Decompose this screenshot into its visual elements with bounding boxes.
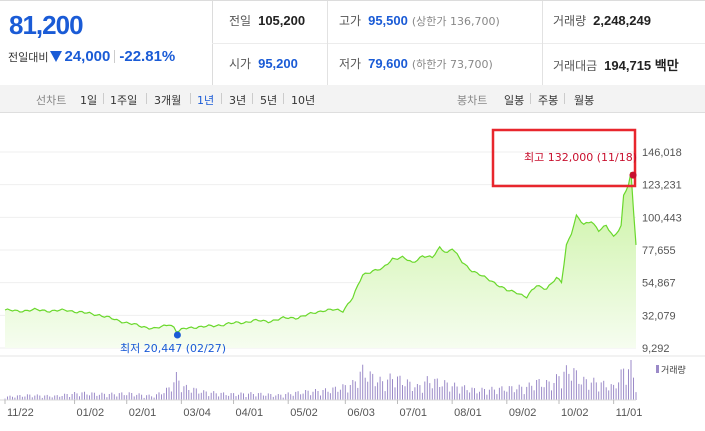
max-point bbox=[629, 171, 637, 179]
x-tick-label: 11/22 bbox=[7, 407, 34, 419]
period-1y-tab[interactable]: 1년 bbox=[197, 94, 215, 107]
prev-close: 전일 105,200 bbox=[229, 13, 306, 28]
divider bbox=[190, 93, 191, 104]
divider bbox=[114, 50, 116, 63]
divider bbox=[212, 43, 705, 44]
candle-weekly-tab[interactable]: 주봉 bbox=[538, 94, 559, 107]
line-chart-label: 선차트 bbox=[36, 94, 67, 107]
y-tick-label: 77,655 bbox=[642, 245, 676, 257]
quote-panel: 81,200 전일대비 24,000 -22.81% 전일 105,200 시가 95,… bbox=[0, 0, 705, 86]
candle-daily-tab[interactable]: 일봉 bbox=[504, 94, 525, 107]
low-price: 저가 79,600 (하한가 73,700) bbox=[339, 56, 493, 71]
x-tick-label: 04/01 bbox=[236, 407, 264, 419]
x-tick-label: 08/01 bbox=[454, 407, 482, 419]
change-amount: 24,000 bbox=[64, 48, 111, 65]
period-10y-tab[interactable]: 10년 bbox=[291, 94, 316, 107]
period-3m-tab[interactable]: 3개월 bbox=[154, 94, 182, 107]
price-area bbox=[5, 172, 636, 348]
divider bbox=[146, 93, 147, 104]
change-percent: -22.81% bbox=[119, 48, 176, 65]
open-price: 시가 95,200 bbox=[229, 56, 298, 71]
down-triangle-icon bbox=[50, 51, 63, 62]
chart-toolbar: 선차트 1일 1주일 3개월 1년 3년 5년 10년 봉차트 일봉 주봉 월봉 bbox=[0, 85, 705, 113]
volume-legend-label: 거래량 bbox=[661, 364, 686, 376]
divider bbox=[252, 93, 253, 104]
divider bbox=[327, 1, 328, 85]
period-1w-tab[interactable]: 1주일 bbox=[110, 94, 138, 107]
x-tick-label: 09/02 bbox=[509, 407, 537, 419]
x-tick-label: 11/01 bbox=[616, 407, 643, 419]
y-tick-label: 123,231 bbox=[642, 180, 682, 192]
period-1d-tab[interactable]: 1일 bbox=[80, 94, 98, 107]
divider bbox=[283, 93, 284, 104]
min-point bbox=[173, 331, 181, 339]
period-3y-tab[interactable]: 3년 bbox=[229, 94, 247, 107]
price-chart: 146,018 123,231 100,443 77,655 54,867 32,079 9… bbox=[0, 128, 705, 419]
divider bbox=[542, 1, 543, 85]
volume-legend-swatch bbox=[656, 365, 659, 373]
price-line bbox=[4, 171, 637, 333]
x-tick-label: 02/01 bbox=[129, 407, 157, 419]
price-box: 81,200 전일대비 24,000 -22.81% bbox=[0, 1, 213, 85]
x-tick-label: 06/03 bbox=[347, 407, 375, 419]
current-price: 81,200 bbox=[9, 10, 84, 40]
x-tick-label: 05/02 bbox=[290, 407, 318, 419]
min-label: 최저 20,447 (02/27) bbox=[120, 342, 226, 355]
period-5y-tab[interactable]: 5년 bbox=[260, 94, 278, 107]
high-price: 고가 95,500 (상한가 136,700) bbox=[339, 13, 500, 28]
x-tick-label: 07/01 bbox=[400, 407, 428, 419]
y-tick-label: 100,443 bbox=[642, 212, 682, 224]
divider bbox=[221, 93, 222, 104]
y-tick-label: 9,292 bbox=[642, 343, 670, 355]
divider bbox=[103, 93, 104, 104]
y-tick-label: 54,867 bbox=[642, 278, 676, 290]
candle-monthly-tab[interactable]: 월봉 bbox=[574, 94, 595, 107]
y-tick-label: 146,018 bbox=[642, 147, 682, 159]
x-tick-label: 01/02 bbox=[77, 407, 105, 419]
max-highlight-box bbox=[491, 128, 637, 188]
max-label: 최고 132,000 (11/18) bbox=[524, 151, 637, 164]
trade-volume: 거래량 2,248,249 bbox=[553, 13, 651, 28]
trade-value: 거래대금 194,715 백만 bbox=[553, 58, 679, 73]
x-tick-label: 03/04 bbox=[183, 407, 211, 419]
candle-chart-label: 봉차트 bbox=[457, 94, 488, 107]
divider bbox=[564, 93, 565, 104]
x-tick-label: 10/02 bbox=[561, 407, 589, 419]
y-tick-label: 32,079 bbox=[642, 310, 676, 322]
price-change: 전일대비 24,000 -22.81% bbox=[8, 48, 175, 65]
divider bbox=[530, 93, 531, 104]
change-label: 전일대비 bbox=[8, 51, 49, 64]
